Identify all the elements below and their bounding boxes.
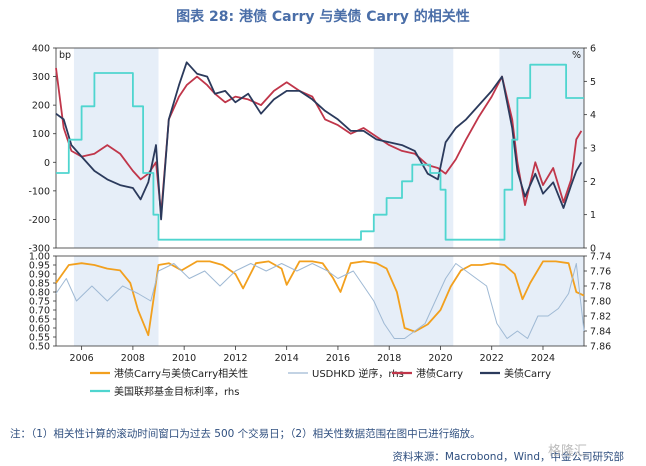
series-line-usdhkd bbox=[55, 263, 585, 339]
series-line-hk_carry bbox=[55, 67, 583, 215]
bottom-ytick-left-label: 0.50 bbox=[29, 342, 50, 353]
bottom-ytick-left-label: 0.95 bbox=[29, 261, 50, 272]
watermark: 格隆汇 bbox=[548, 444, 588, 459]
xtick-label: 2010 bbox=[172, 353, 196, 364]
unit-right-label: % bbox=[572, 50, 581, 61]
bottom-ytick-right-label: 7.76 bbox=[590, 267, 611, 278]
top-shaded-period bbox=[373, 48, 454, 248]
xtick-label: 2024 bbox=[531, 353, 555, 364]
series-line-correlation bbox=[55, 260, 585, 337]
top-ytick-left-label: 400 bbox=[32, 44, 50, 55]
chart-title: 图表 28: 港债 Carry 与美债 Carry 的相关性 bbox=[176, 9, 470, 25]
top-panel: 400 300 200 100 0 -100 -200 -300 6 5 4 3 2 1 0 bp% bbox=[28, 44, 596, 255]
bottom-shaded-period bbox=[499, 256, 584, 346]
bottom-ytick-right-label: 7.84 bbox=[590, 327, 611, 338]
bottom-ytick-right-label: 7.74 bbox=[590, 252, 611, 263]
bottom-ytick-left-label: 0.85 bbox=[29, 279, 50, 290]
bottom-panel: 1.000.950.900.850.800.750.700.650.600.55… bbox=[29, 252, 611, 365]
top-ytick-left-label: -300 bbox=[28, 244, 50, 255]
top-ytick-left-label: 0 bbox=[44, 158, 50, 169]
source-line: 资料来源：Macrobond，Wind，中金公司研究部 bbox=[392, 451, 624, 463]
xtick-label: 2012 bbox=[223, 353, 247, 364]
unit-left-label: bp bbox=[59, 50, 71, 61]
xtick-label: 2008 bbox=[121, 353, 145, 364]
top-ytick-left-label: -200 bbox=[28, 215, 50, 226]
bottom-ytick-left-label: 0.70 bbox=[29, 306, 50, 317]
bottom-ytick-right-label: 7.82 bbox=[590, 312, 611, 323]
top-ytick-left-label: 300 bbox=[32, 72, 50, 83]
legend: 港债Carry与美债Carry相关性 USDHKD 逆序，rhs 港债Carry 美债… bbox=[90, 367, 551, 398]
bottom-ytick-left-label: 0.55 bbox=[29, 333, 50, 344]
top-shaded-period bbox=[73, 48, 159, 248]
top-ytick-right-label: 4 bbox=[590, 110, 596, 121]
bottom-ytick-right-label: 7.80 bbox=[590, 297, 611, 308]
top-ytick-right-label: 5 bbox=[590, 77, 596, 88]
legend-label: USDHKD 逆序，rhs bbox=[312, 367, 404, 380]
xtick-label: 2018 bbox=[377, 353, 401, 364]
top-ytick-left-label: 100 bbox=[32, 129, 50, 140]
bottom-ytick-left-label: 0.80 bbox=[29, 288, 50, 299]
bottom-ytick-right-label: 7.78 bbox=[590, 282, 611, 293]
top-ytick-right-label: 1 bbox=[590, 210, 596, 221]
xtick-label: 2014 bbox=[275, 353, 299, 364]
bottom-ytick-left-label: 0.75 bbox=[29, 297, 50, 308]
legend-label: 港债Carry与美债Carry相关性 bbox=[114, 367, 248, 380]
series-line-fed_rate bbox=[56, 63, 584, 241]
top-ytick-left-label: -100 bbox=[28, 186, 50, 197]
xtick-label: 2020 bbox=[428, 353, 452, 364]
series-line-us_carry bbox=[55, 61, 583, 221]
bottom-ytick-left-label: 0.65 bbox=[29, 315, 50, 326]
bottom-shaded-period bbox=[73, 256, 159, 346]
top-ytick-right-label: 2 bbox=[590, 177, 596, 188]
top-ytick-right-label: 3 bbox=[590, 144, 596, 155]
top-ytick-right-label: 0 bbox=[590, 244, 596, 255]
legend-label: 美债Carry bbox=[504, 367, 551, 380]
legend-label: 港债Carry bbox=[416, 367, 463, 380]
bottom-ytick-right-label: 7.86 bbox=[590, 342, 611, 353]
bottom-ytick-left-label: 1.00 bbox=[29, 252, 50, 263]
top-ytick-right-label: 6 bbox=[590, 44, 596, 55]
bottom-ytick-left-label: 0.60 bbox=[29, 324, 50, 335]
footnote: 注：（1）相关性计算的滚动时间窗口为过去 500 个交易日；（2）相关性数据范围… bbox=[10, 428, 481, 440]
top-ytick-left-label: 200 bbox=[32, 101, 50, 112]
bottom-ytick-left-label: 0.90 bbox=[29, 270, 50, 281]
xtick-label: 2006 bbox=[70, 353, 94, 364]
xtick-label: 2016 bbox=[326, 353, 350, 364]
top-shaded-period bbox=[499, 48, 584, 248]
legend-label: 美国联邦基金目标利率，rhs bbox=[114, 385, 239, 398]
xtick-label: 2022 bbox=[480, 353, 504, 364]
